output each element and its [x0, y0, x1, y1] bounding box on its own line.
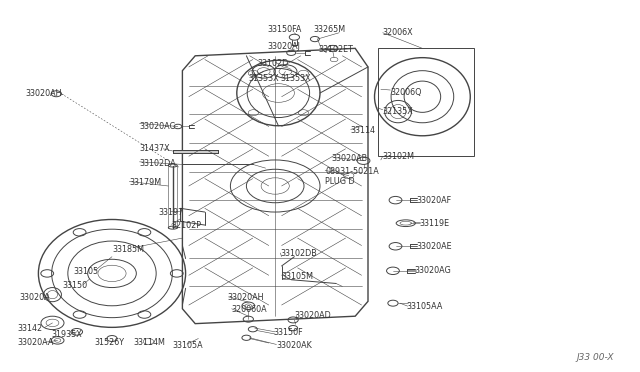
Text: 33020AB: 33020AB — [332, 154, 367, 163]
Text: 32102P: 32102P — [172, 221, 202, 230]
Text: 33020AH: 33020AH — [26, 89, 62, 97]
Text: 320060A: 320060A — [232, 305, 268, 314]
Text: 33105: 33105 — [74, 267, 99, 276]
Text: 31353X: 31353X — [248, 74, 279, 83]
Text: 33105A: 33105A — [173, 341, 204, 350]
Text: 33020AC: 33020AC — [140, 122, 175, 131]
Text: 31353X: 31353X — [280, 74, 311, 83]
Text: 33105AA: 33105AA — [406, 302, 443, 311]
Text: 33102ET: 33102ET — [319, 45, 353, 54]
Text: 33105M: 33105M — [282, 272, 314, 280]
Text: 33020AA: 33020AA — [18, 339, 54, 347]
Text: 33020AG: 33020AG — [415, 266, 451, 275]
Text: 33142: 33142 — [18, 324, 43, 333]
Text: 33102M: 33102M — [383, 153, 415, 161]
Text: 32006X: 32006X — [383, 28, 413, 37]
Text: 33020AJ: 33020AJ — [268, 42, 300, 51]
Text: 33020AE: 33020AE — [416, 242, 452, 251]
Text: PLUG D: PLUG D — [325, 177, 355, 186]
Text: 33197: 33197 — [159, 208, 184, 217]
Text: 33020AD: 33020AD — [294, 311, 331, 320]
Text: 33102DA: 33102DA — [140, 159, 176, 168]
Text: 33114: 33114 — [351, 126, 376, 135]
Text: 33020AH: 33020AH — [227, 293, 264, 302]
Text: 31935X: 31935X — [51, 330, 82, 339]
Polygon shape — [173, 150, 218, 153]
Text: 08931-5021A: 08931-5021A — [325, 167, 379, 176]
Text: 33265M: 33265M — [314, 25, 346, 34]
Text: 33119E: 33119E — [419, 219, 449, 228]
Text: 33179M: 33179M — [129, 178, 161, 187]
Text: 31526Y: 31526Y — [95, 338, 125, 347]
Text: 33020AF: 33020AF — [416, 196, 451, 205]
Text: 33185M: 33185M — [112, 245, 144, 254]
Text: 33020AK: 33020AK — [276, 341, 312, 350]
Text: 32135X: 32135X — [383, 107, 413, 116]
Text: 33150F: 33150F — [274, 328, 303, 337]
Text: 33102DB: 33102DB — [280, 249, 317, 258]
Text: 33020A: 33020A — [19, 293, 50, 302]
Text: 31437X: 31437X — [140, 144, 170, 153]
Text: J33 00-X: J33 00-X — [577, 353, 614, 362]
Text: 33150FA: 33150FA — [268, 25, 302, 34]
Text: 33114M: 33114M — [133, 338, 165, 347]
Text: 33150: 33150 — [63, 281, 88, 290]
Text: 33102D: 33102D — [257, 59, 289, 68]
Text: 32006Q: 32006Q — [390, 89, 422, 97]
